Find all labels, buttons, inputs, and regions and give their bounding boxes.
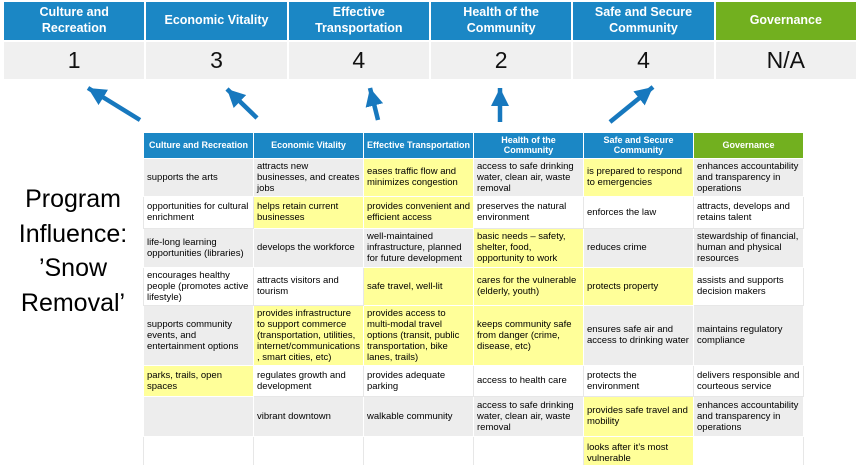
matrix-cell: vibrant downtown [253,395,364,437]
matrix-body: supports the arts attracts new businesses… [143,157,804,465]
summary-table: Culture and Recreation Economic Vitality… [4,2,856,79]
matrix-cell [143,395,254,437]
matrix-row: opportunities for cultural enrichment hel… [143,195,804,229]
matrix-cell: supports community events, and entertain… [143,304,254,366]
matrix-cell: access to health care [473,364,584,397]
matrix-cell: access to safe drinking water, clean air… [473,395,584,437]
matrix-cell [693,435,804,465]
matrix-row: looks after it’s most vulnerable [143,435,804,465]
matrix-header: Culture and Recreation [143,132,254,159]
matrix-cell-highlighted: helps retain current businesses [253,195,364,229]
score-effective-transportation: 4 [288,42,429,79]
arrow-up-icon [608,85,655,124]
matrix-cell: enhances accountability and transparency… [693,395,804,437]
matrix-cell-highlighted: provides access to multi-modal travel op… [363,304,474,366]
matrix-cell [363,435,474,465]
score-economic-vitality: 3 [146,42,287,79]
arrow-up-icon [365,87,384,121]
matrix-cell: maintains regulatory compliance [693,304,804,366]
matrix-cell: develops the workforce [253,227,364,268]
matrix-cell: enforces the law [583,195,694,229]
summary-header-economic-vitality: Economic Vitality [146,2,287,40]
matrix-cell: well-maintained infrastructure, planned … [363,227,474,268]
summary-header-culture-and-recreation: Culture and Recreation [4,2,145,40]
matrix-cell-highlighted: cares for the vulnerable (elderly, youth… [473,266,584,306]
summary-header-health-of-the-community: Health of the Community [430,2,572,40]
matrix-cell [473,435,584,465]
matrix-cell: regulates growth and development [253,364,364,397]
matrix-cell: opportunities for cultural enrichment [143,195,254,229]
matrix-header: Safe and Secure Community [583,132,694,159]
matrix-cell-highlighted: safe travel, well-lit [363,266,474,306]
matrix-cell: attracts visitors and tourism [253,266,364,306]
summary-header-governance: Governance [715,2,856,40]
matrix-cell: life-long learning opportunities (librar… [143,227,254,268]
matrix-header-row: Culture and Recreation Economic Vitality E… [143,132,804,159]
matrix-cell: supports the arts [143,157,254,197]
influence-matrix: Culture and Recreation Economic Vitality E… [143,132,804,465]
matrix-cell-highlighted: protects property [583,266,694,306]
program-influence-label: Program Influence: ’Snow Removal’ [18,185,128,317]
matrix-cell: reduces crime [583,227,694,268]
matrix-cell: preserves the natural environment [473,195,584,229]
matrix-row: supports community events, and entertain… [143,304,804,366]
matrix-cell-highlighted: keeps community safe from danger (crime,… [473,304,584,366]
matrix-cell-highlighted: looks after it’s most vulnerable [583,435,694,465]
matrix-cell-highlighted: eases traffic flow and minimizes congest… [363,157,474,197]
matrix-row: supports the arts attracts new businesses… [143,157,804,197]
matrix-header: Economic Vitality [253,132,364,159]
matrix-cell: delivers responsible and courteous servi… [693,364,804,397]
matrix-cell-highlighted: provides safe travel and mobility [583,395,694,437]
arrow-up-icon [86,86,142,122]
matrix-cell [143,435,254,465]
matrix-row: parks, trails, open spaces regulates grow… [143,364,804,397]
score-safe-and-secure-community: 4 [573,42,714,79]
matrix-cell: access to safe drinking water, clean air… [473,157,584,197]
summary-header-safe-and-secure-community: Safe and Secure Community [573,2,714,40]
matrix-header: Health of the Community [473,132,584,159]
matrix-header: Governance [693,132,804,159]
matrix-cell: stewardship of financial, human and phys… [693,227,804,268]
matrix-header-row: Culture and Recreation Economic Vitality E… [143,132,804,159]
matrix-cell: ensures safe air and access to drinking … [583,304,694,366]
matrix-cell: assists and supports decision makers [693,266,804,306]
matrix-cell: attracts, develops and retains talent [693,195,804,229]
matrix-cell: provides adequate parking [363,364,474,397]
matrix-cell-highlighted: provides infrastructure to support comme… [253,304,364,366]
matrix-row: life-long learning opportunities (librar… [143,227,804,268]
arrow-up-icon [225,87,259,120]
matrix-cell: encourages healthy people (promotes acti… [143,266,254,306]
matrix-cell: enhances accountability and transparency… [693,157,804,197]
matrix-cell-highlighted: parks, trails, open spaces [143,364,254,397]
score-culture-and-recreation: 1 [4,42,145,79]
matrix-cell: protects the environment [583,364,694,397]
score-health-of-the-community: 2 [430,42,572,79]
matrix-cell: walkable community [363,395,474,437]
matrix-cell [253,435,364,465]
matrix-row: vibrant downtown walkable community access… [143,395,804,437]
matrix-cell: attracts new businesses, and creates job… [253,157,364,197]
matrix-header: Effective Transportation [363,132,474,159]
matrix-cell-highlighted: provides convenient and efficient access [363,195,474,229]
score-governance: N/A [715,42,856,79]
matrix-cell-highlighted: is prepared to respond to emergencies [583,157,694,197]
summary-header-effective-transportation: Effective Transportation [288,2,429,40]
matrix-cell-highlighted: basic needs – safety, shelter, food, opp… [473,227,584,268]
matrix-row: encourages healthy people (promotes acti… [143,266,804,306]
